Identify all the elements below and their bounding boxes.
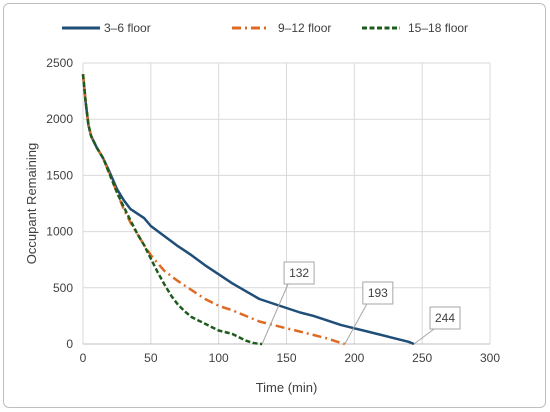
y-tick-labels: 0 500 1000 1500 2000 2500: [46, 56, 73, 351]
legend-label: 3–6 floor: [104, 21, 151, 35]
x-tick-label: 200: [344, 351, 364, 365]
x-tick-label: 50: [144, 351, 158, 365]
callout-leader: [413, 328, 435, 345]
legend-label: 15–18 floor: [408, 21, 468, 35]
series-lines: [81, 74, 415, 346]
x-tick-label: 250: [412, 351, 432, 365]
series-line: [81, 74, 346, 346]
callout-box: [429, 306, 461, 330]
x-tick-labels: 0 50 100 150 200 250 300: [80, 351, 501, 365]
x-axis-title: Time (min): [256, 380, 318, 395]
y-tick-label: 2500: [46, 56, 73, 70]
chart-frame: [3, 3, 546, 408]
y-axis-title: Occupant Remaining: [24, 143, 39, 264]
x-tick-label: 100: [209, 351, 229, 365]
callout-label: 132: [289, 266, 309, 280]
legend: 3–6 floor 9–12 floor 15–18 floor: [62, 21, 468, 35]
y-tick-label: 2000: [46, 112, 73, 126]
callout-box: [362, 281, 394, 305]
callout-label: 244: [435, 311, 455, 325]
callout-leader: [261, 283, 289, 345]
y-tick-label: 1000: [46, 225, 73, 239]
x-tick-label: 300: [480, 351, 500, 365]
callouts: 132 193 244: [261, 261, 461, 345]
legend-label: 9–12 floor: [278, 21, 331, 35]
x-tick-label: 150: [276, 351, 296, 365]
y-tick-label: 1500: [46, 168, 73, 182]
y-tick-label: 0: [66, 337, 73, 351]
callout-leader: [344, 303, 368, 345]
series-line: [81, 74, 263, 346]
callout-box: [283, 261, 315, 285]
callout-label: 193: [368, 286, 388, 300]
x-tick-label: 0: [80, 351, 87, 365]
grid: [82, 62, 491, 345]
y-tick-label: 500: [53, 281, 73, 295]
